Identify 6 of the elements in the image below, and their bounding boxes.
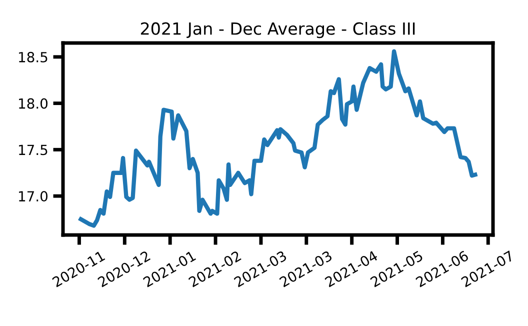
y-tick-label: 18.5 bbox=[19, 52, 48, 62]
y-tick-label: 17.5 bbox=[19, 144, 48, 156]
line-series bbox=[78, 49, 478, 228]
y-tick-label: 17.0 bbox=[19, 191, 48, 202]
chart-title: 2021 Jan - Dec Average - Class III bbox=[140, 22, 415, 38]
y-tick-label: 18.0 bbox=[19, 98, 48, 109]
